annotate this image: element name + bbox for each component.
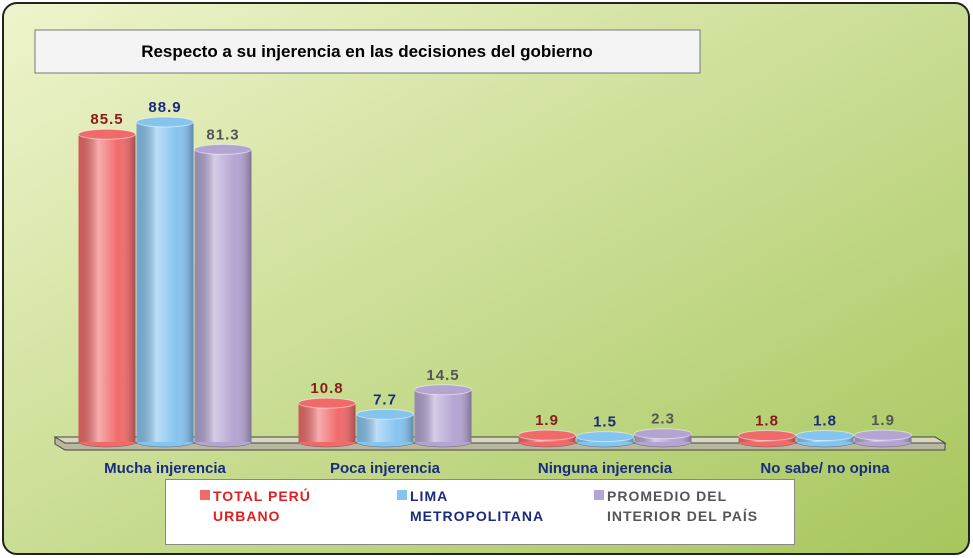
value-label: 81.3	[206, 126, 239, 143]
bar-cap	[414, 384, 472, 396]
bar-cap	[298, 397, 356, 409]
value-label: 1.9	[871, 412, 895, 429]
value-label: 1.8	[813, 413, 837, 430]
bar-cap	[78, 128, 136, 140]
x-tick-label: Mucha injerencia	[104, 460, 226, 477]
title-box	[34, 29, 701, 74]
value-label: 10.8	[310, 380, 343, 397]
bar-cap	[796, 430, 854, 442]
bar-cap	[194, 143, 252, 155]
bar-cap	[738, 430, 796, 442]
bar-shade	[78, 134, 136, 442]
chart-title: Respecto a su injerencia en las decision…	[141, 42, 593, 61]
value-label: 7.7	[373, 391, 397, 408]
legend-item: PROMEDIO DEL INTERIOR DEL PAÍS	[594, 486, 794, 544]
value-label: 1.5	[593, 414, 617, 431]
bar-cap	[518, 429, 576, 441]
bar-cap	[854, 429, 912, 441]
legend-label: PROMEDIO DEL INTERIOR DEL PAÍS	[607, 488, 759, 524]
legend-swatch	[397, 490, 407, 500]
value-label: 1.9	[535, 412, 559, 429]
bar-cap	[634, 428, 692, 440]
value-label: 1.8	[755, 413, 779, 430]
value-label: 85.5	[90, 111, 123, 128]
x-tick-label: Poca injerencia	[330, 460, 441, 477]
bar-cap	[356, 408, 414, 420]
legend: TOTAL PERÚ URBANO LIMA METROPOLITANA PROME…	[165, 479, 795, 545]
x-tick-label: No sabe/ no opina	[760, 460, 890, 477]
bar-cap	[136, 116, 194, 128]
legend-swatch	[594, 490, 604, 500]
legend-item: TOTAL PERÚ URBANO	[200, 486, 397, 544]
value-label: 88.9	[148, 99, 181, 116]
bar-shade	[136, 122, 194, 442]
legend-label: TOTAL PERÚ URBANO	[213, 488, 311, 524]
bar-shade	[414, 389, 472, 442]
bar-shade	[194, 149, 252, 443]
bar-shade	[298, 403, 356, 442]
legend-label: LIMA METROPOLITANA	[410, 488, 545, 524]
bar-cap	[576, 431, 634, 443]
value-label: 2.3	[651, 411, 675, 428]
x-tick-label: Ninguna injerencia	[538, 460, 673, 477]
legend-swatch	[200, 490, 210, 500]
value-label: 14.5	[426, 367, 459, 384]
legend-item: LIMA METROPOLITANA	[397, 486, 594, 544]
